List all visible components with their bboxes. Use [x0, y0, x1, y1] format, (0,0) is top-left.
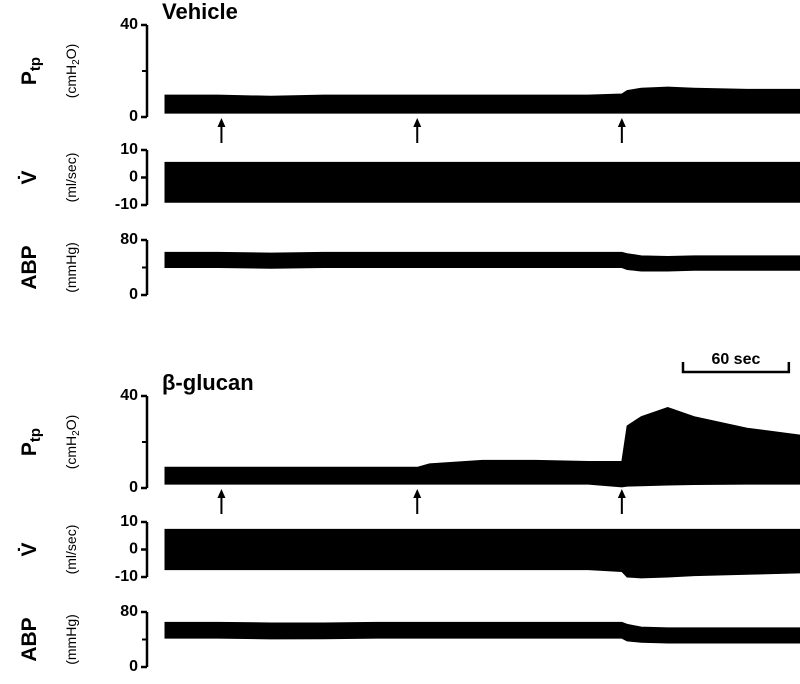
panel-title: β-glucan [162, 370, 254, 395]
y-unit: (mmHg) [63, 242, 79, 293]
y-unit-sub: 2 [71, 430, 82, 436]
y-unit-main: (ml/sec) [63, 153, 79, 203]
y-unit: (mmHg) [63, 614, 79, 665]
y-label-main: V̇ [17, 170, 41, 184]
arrow [217, 489, 226, 514]
y-unit: (ml/sec) [63, 153, 79, 203]
y-label: Ptp [18, 428, 44, 456]
y-tick-label: 0 [129, 479, 138, 496]
arrow [617, 489, 626, 514]
y-tick-label: 40 [120, 387, 138, 404]
y-unit-end: O) [63, 44, 79, 60]
trace-band [164, 86, 800, 114]
y-unit-end: O) [63, 415, 79, 431]
y-label-main: P [18, 71, 41, 85]
y-tick-label: 0 [129, 169, 138, 186]
y-label-main: P [18, 442, 41, 456]
y-label-main: ABP [18, 617, 41, 661]
trace-band [164, 161, 800, 203]
y-label-sub: tp [27, 57, 44, 71]
y-unit-main: (mmHg) [63, 242, 79, 293]
y-tick-label: 10 [120, 513, 138, 530]
y-tick-label: 0 [129, 541, 138, 558]
y-label: V̇ [17, 170, 41, 184]
trace-band [164, 528, 800, 579]
y-unit-main: (cmH [63, 436, 79, 469]
arrow [217, 118, 226, 143]
y-label: V̇ [17, 542, 41, 556]
y-unit: (cmH2O) [63, 44, 82, 99]
y-label: ABP [18, 617, 41, 661]
trace-band [164, 406, 800, 488]
scale-bar-label: 60 sec [711, 351, 760, 368]
arrow-head [617, 118, 626, 127]
y-unit-sub: 2 [71, 59, 82, 65]
trace-band [164, 251, 800, 272]
y-tick-label: 80 [120, 231, 138, 248]
y-tick-label: 0 [129, 658, 138, 675]
arrow [617, 118, 626, 143]
y-unit: (ml/sec) [63, 525, 79, 575]
y-unit: (cmH2O) [63, 415, 82, 470]
y-label: ABP [18, 245, 41, 289]
y-tick-label: 40 [120, 16, 138, 33]
y-unit-main: (cmH [63, 65, 79, 98]
trace-band [164, 621, 800, 644]
scale-bar [681, 362, 791, 374]
y-unit-main: (mmHg) [63, 614, 79, 665]
arrow-head [217, 489, 226, 498]
y-tick-label: 10 [120, 141, 138, 158]
arrow-head [413, 118, 422, 127]
arrow-head [413, 489, 422, 498]
y-tick-label: 80 [120, 603, 138, 620]
arrow [413, 118, 422, 143]
y-label-sub: tp [27, 428, 44, 442]
y-unit-main: (ml/sec) [63, 525, 79, 575]
y-tick-label: -10 [115, 196, 138, 213]
arrow [413, 489, 422, 514]
panel-title: Vehicle [162, 0, 238, 24]
y-label: Ptp [18, 57, 44, 85]
y-label-main: ABP [18, 245, 41, 289]
arrow-head [217, 118, 226, 127]
y-tick-label: -10 [115, 568, 138, 585]
y-tick-label: 0 [129, 286, 138, 303]
y-label-main: V̇ [17, 542, 41, 556]
y-tick-label: 0 [129, 108, 138, 125]
arrow-head [617, 489, 626, 498]
